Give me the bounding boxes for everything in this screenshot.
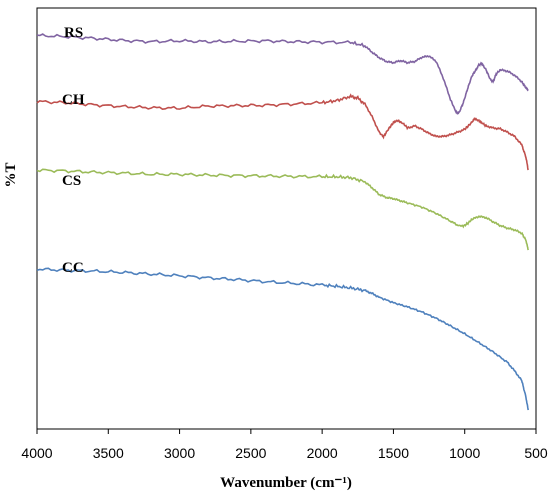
x-tick-label: 1000 [449, 445, 480, 461]
x-tick-label: 3000 [164, 445, 195, 461]
series-curves [36, 33, 529, 411]
x-tick-label: 2000 [307, 445, 338, 461]
x-tick-label: 3500 [93, 445, 124, 461]
series-line-rs [36, 33, 529, 115]
x-axis-ticks: 4000 3500 3000 2500 2000 1500 1000 500 [21, 429, 548, 461]
series-labels: RS CH CS CC [62, 25, 85, 276]
plot-frame [36, 7, 537, 430]
series-label-ch: CH [62, 92, 85, 108]
series-label-rs: RS [64, 25, 83, 41]
series-line-cs [36, 168, 529, 251]
series-line-ch [36, 93, 529, 171]
x-tick-label: 4000 [21, 445, 52, 461]
series-label-cc: CC [62, 260, 84, 276]
x-axis-title: Wavenumber (cm⁻¹) [220, 475, 352, 491]
series-line-cc [36, 267, 529, 411]
x-tick-label: 1500 [378, 445, 409, 461]
x-tick-label: 500 [524, 445, 548, 461]
y-axis-title: %T [3, 162, 19, 187]
series-label-cs: CS [62, 173, 81, 189]
x-tick-label: 2500 [235, 445, 266, 461]
